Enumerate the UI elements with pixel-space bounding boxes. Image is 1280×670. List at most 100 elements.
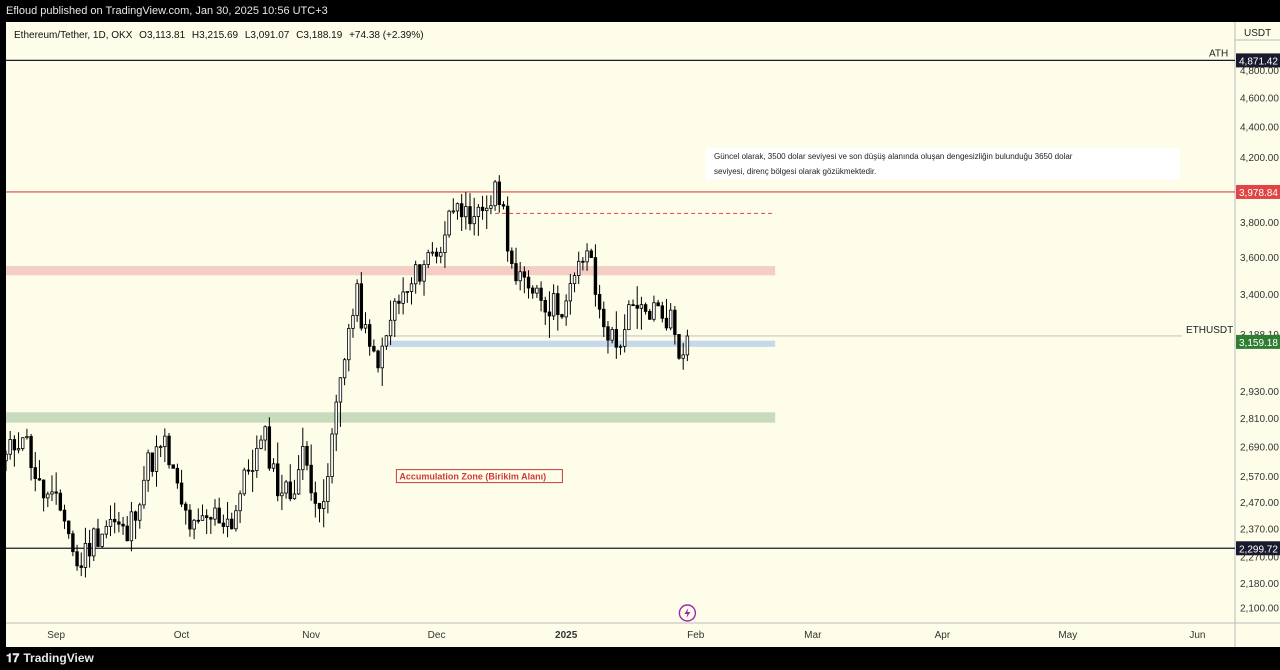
candle-body bbox=[92, 528, 96, 557]
candle-body bbox=[501, 204, 506, 207]
candle-body bbox=[514, 263, 518, 282]
time-tick-label: Jun bbox=[1189, 630, 1205, 641]
candle-body bbox=[79, 565, 83, 568]
candle-body bbox=[572, 275, 577, 285]
price-tag-box bbox=[1236, 184, 1280, 199]
price-tick-label: 2,270.00 bbox=[1240, 553, 1279, 564]
zone-band bbox=[386, 340, 776, 347]
candle-body bbox=[413, 264, 418, 285]
candle-body bbox=[322, 501, 326, 509]
candle-body bbox=[33, 467, 37, 480]
candle-body bbox=[301, 445, 305, 471]
candle-body bbox=[443, 234, 447, 253]
candle-body bbox=[393, 300, 397, 321]
candle-body bbox=[585, 250, 589, 263]
candle-body bbox=[188, 509, 192, 530]
candle-body bbox=[296, 469, 301, 495]
lightning-icon bbox=[678, 604, 697, 622]
candle-body bbox=[535, 287, 539, 294]
symbol-label: Ethereum/Tether, 1D, OKX bbox=[14, 30, 133, 41]
candle-body bbox=[250, 470, 255, 472]
candle-body bbox=[146, 452, 150, 481]
zone-band bbox=[6, 266, 776, 276]
price-tick-label: 2,810.00 bbox=[1240, 414, 1279, 425]
candlestick-chart[interactable]: 2,100.00 2,180.00 2,270.00 2,370.00 2,470.00… bbox=[6, 22, 1280, 647]
candle-body bbox=[276, 463, 280, 497]
candle-body bbox=[112, 518, 117, 523]
price-tag-box bbox=[1236, 541, 1280, 556]
candle-body bbox=[422, 264, 426, 282]
candle-body bbox=[175, 467, 180, 484]
price-tick-label: 3,400.00 bbox=[1240, 290, 1279, 301]
candle-body bbox=[627, 304, 631, 331]
candle-body bbox=[246, 469, 251, 472]
footer-bar: 𝟏𝟕 TradingView bbox=[0, 647, 1280, 670]
candle-body bbox=[593, 257, 598, 295]
price-tag-label: 2,299.72 bbox=[1239, 544, 1278, 555]
candle-body bbox=[242, 469, 246, 495]
candle-body bbox=[184, 503, 188, 511]
price-tag-label: 3,978.84 bbox=[1239, 188, 1278, 199]
symbol-tag: ETHUSDT bbox=[1186, 325, 1233, 336]
candle-body bbox=[648, 311, 652, 320]
zone-band bbox=[6, 412, 776, 423]
candle-body bbox=[485, 207, 489, 212]
candle-body bbox=[434, 251, 439, 257]
candle-body bbox=[639, 304, 644, 309]
change-value: +74.38 (+2.39%) bbox=[349, 30, 424, 41]
candle-body bbox=[271, 463, 276, 469]
candle-body bbox=[468, 206, 472, 225]
candle-body bbox=[577, 260, 581, 276]
price-tick-label: 4,600.00 bbox=[1240, 94, 1279, 105]
candle-body bbox=[363, 324, 368, 329]
candle-body bbox=[209, 517, 213, 520]
candle-body bbox=[493, 181, 497, 207]
candle-body bbox=[539, 287, 543, 301]
publish-banner: Efloud published on TradingView.com, Jan… bbox=[0, 0, 1280, 22]
plot-background bbox=[6, 22, 1280, 647]
candle-body bbox=[622, 329, 627, 347]
open-value: O3,113.81 bbox=[139, 30, 186, 41]
candle-body bbox=[606, 326, 610, 341]
candle-body bbox=[25, 436, 29, 439]
candle-body bbox=[677, 334, 681, 359]
time-tick-label: Feb bbox=[687, 630, 705, 641]
accumulation-label-box bbox=[395, 469, 563, 484]
candle-body bbox=[372, 345, 376, 352]
candle-body bbox=[489, 205, 493, 209]
high-value: H3,215.69 bbox=[191, 30, 239, 41]
candle-body bbox=[342, 359, 347, 379]
time-tick-label: May bbox=[1058, 630, 1077, 641]
candle-body bbox=[526, 276, 531, 289]
candle-body bbox=[305, 445, 309, 466]
candle-body bbox=[455, 203, 460, 212]
candle-body bbox=[255, 447, 259, 471]
candle-body bbox=[29, 436, 33, 468]
time-tick-label: Dec bbox=[428, 630, 446, 641]
candle-body bbox=[631, 304, 635, 307]
price-tick-label: 4,200.00 bbox=[1240, 153, 1279, 164]
candle-body bbox=[41, 479, 46, 499]
candle-body bbox=[71, 533, 75, 553]
candle-body bbox=[668, 309, 673, 329]
candle-body bbox=[522, 271, 527, 278]
time-tick-label: Sep bbox=[47, 630, 65, 641]
time-tick-label: Apr bbox=[935, 630, 951, 641]
price-tag-label: 4,871.42 bbox=[1239, 56, 1278, 67]
candle-body bbox=[83, 542, 88, 568]
candle-body bbox=[284, 481, 288, 494]
time-tick-label: Oct bbox=[174, 630, 190, 641]
candle-body bbox=[37, 478, 42, 481]
chart-panel[interactable]: 2,100.00 2,180.00 2,270.00 2,370.00 2,470.00… bbox=[6, 22, 1280, 647]
candle-body bbox=[313, 492, 318, 504]
candle-body bbox=[117, 521, 121, 525]
candle-body bbox=[439, 252, 443, 257]
candle-body bbox=[133, 511, 138, 521]
candle-body bbox=[602, 308, 606, 328]
candle-body bbox=[359, 283, 364, 329]
candle-body bbox=[121, 523, 125, 527]
candle-body bbox=[317, 502, 322, 509]
ath-label: ATH bbox=[1209, 48, 1228, 59]
candle-body bbox=[238, 493, 242, 512]
candle-body bbox=[656, 302, 660, 307]
